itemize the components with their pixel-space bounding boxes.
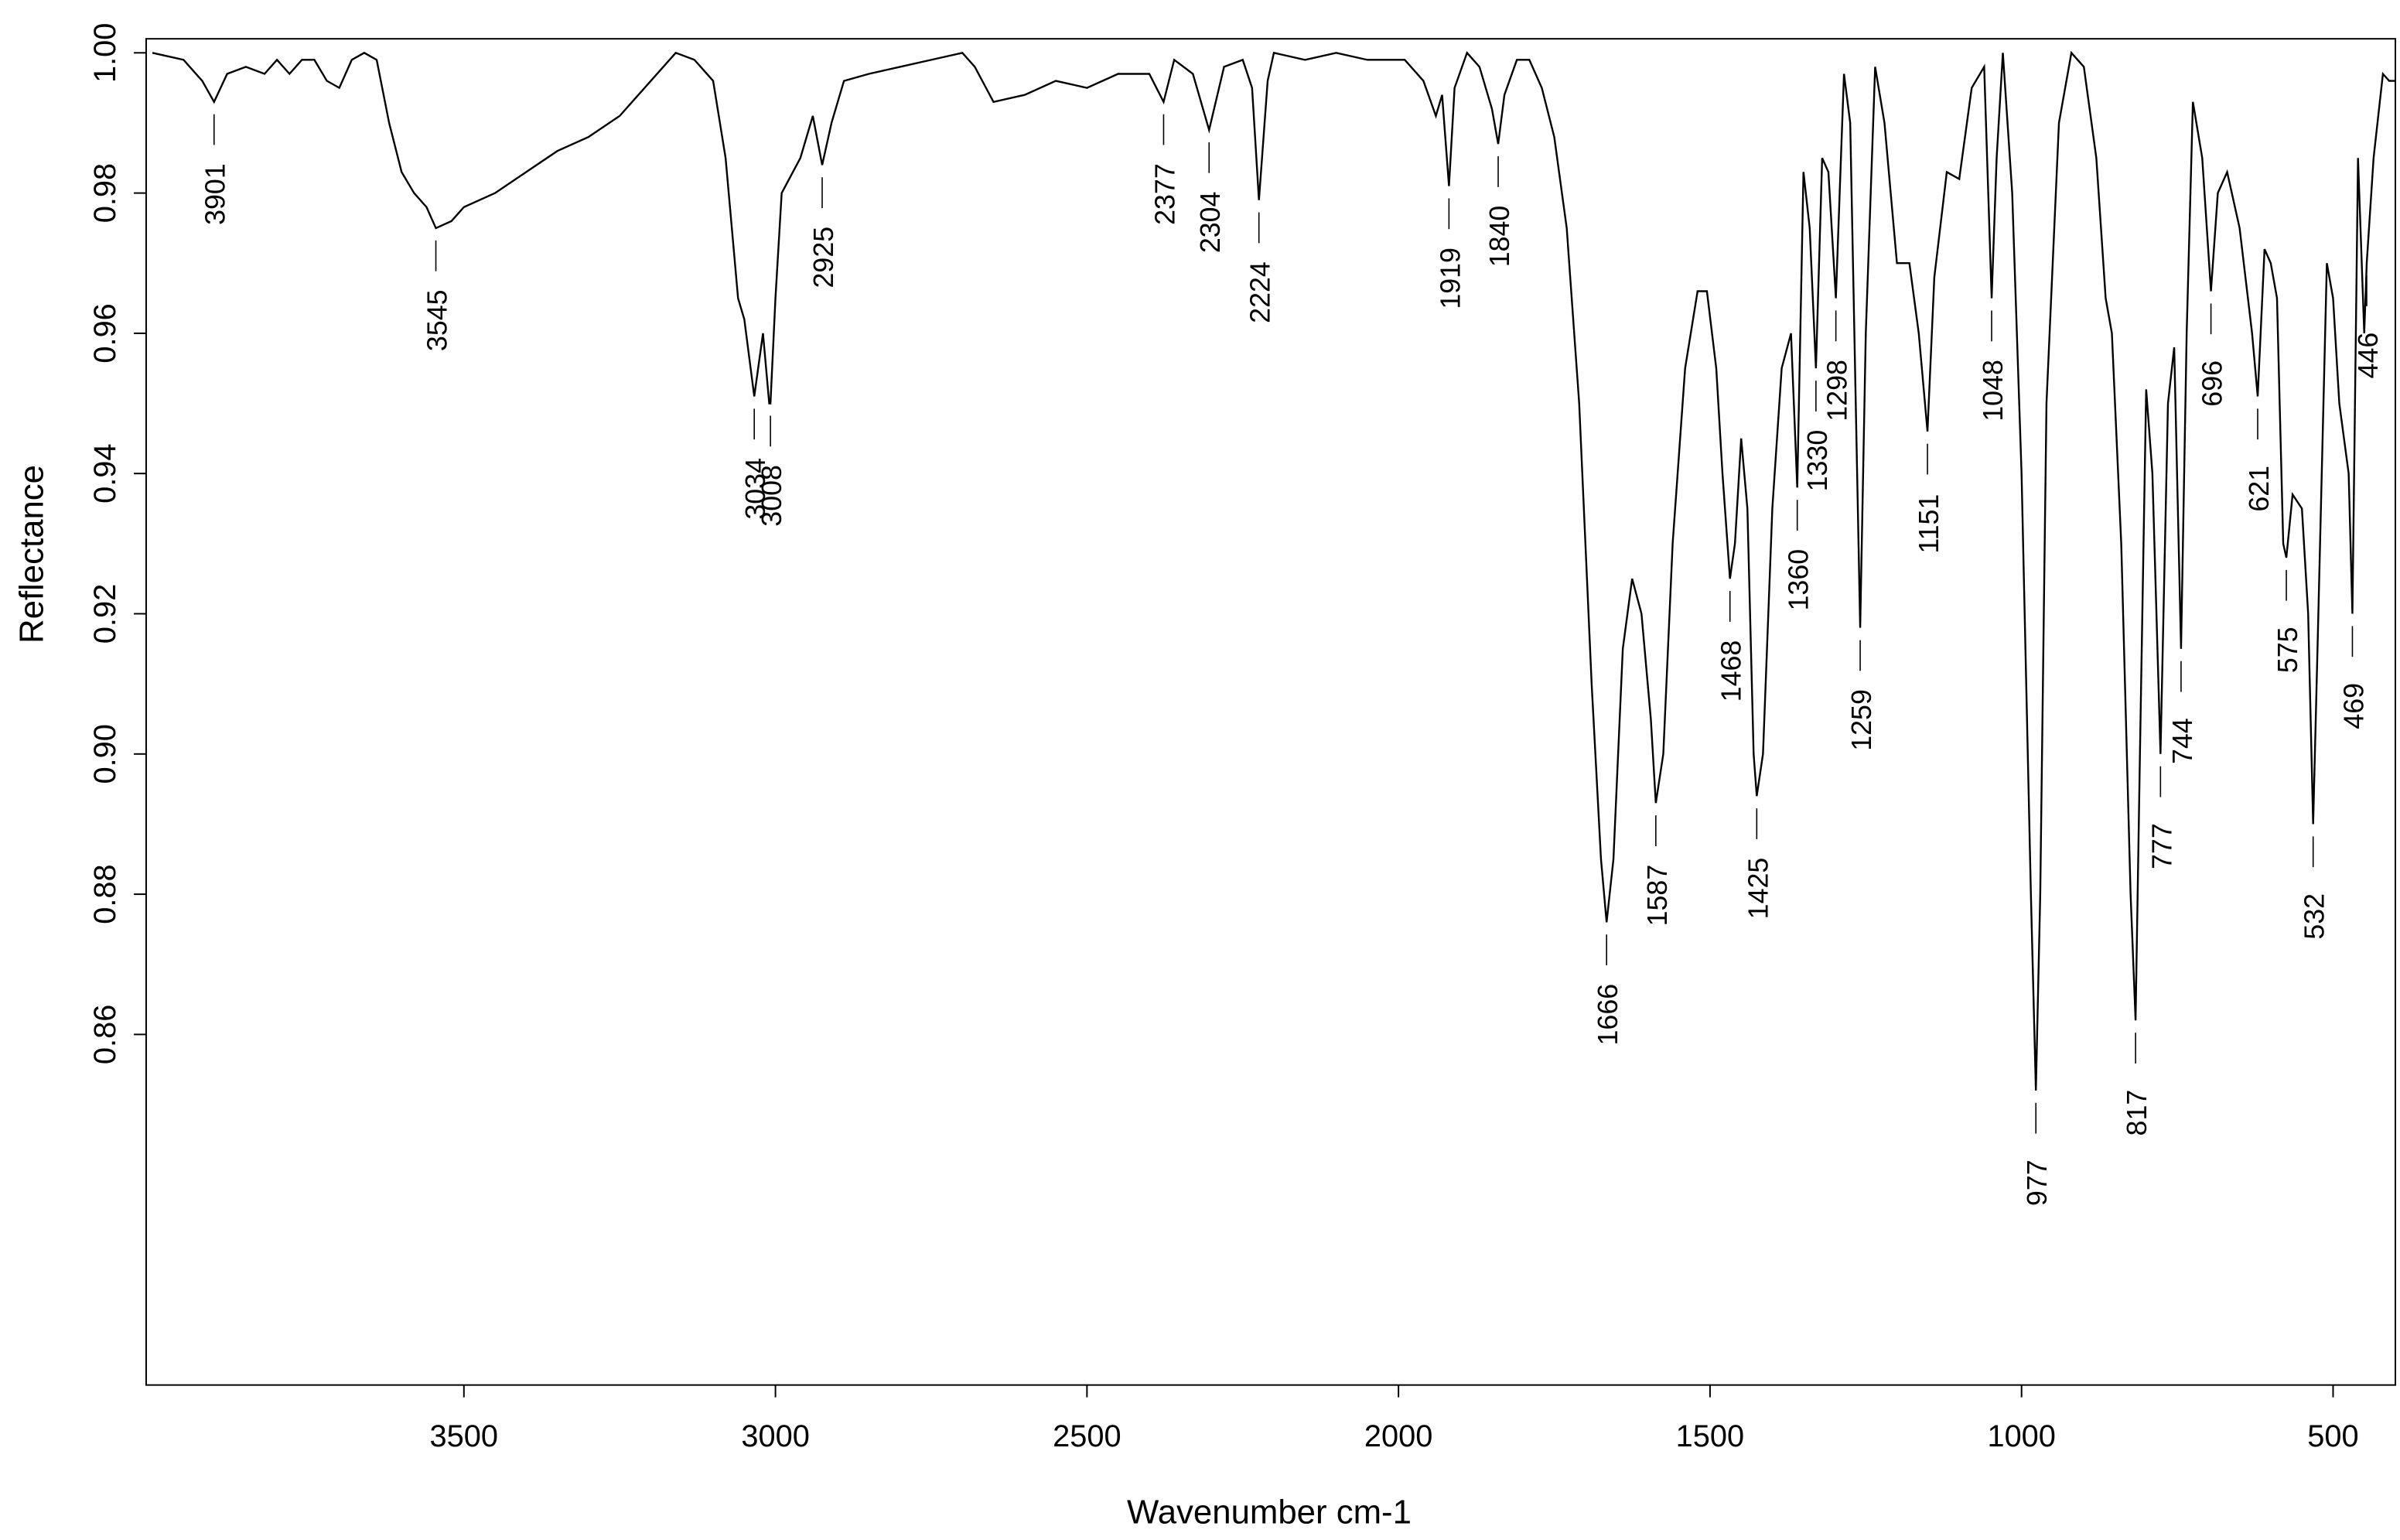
y-axis-title: Reflectance — [13, 465, 51, 644]
peak-label: 621 — [2244, 466, 2275, 512]
y-tick-label: 0.96 — [88, 303, 122, 363]
peak-label: 1360 — [1784, 549, 1815, 611]
spectrum-line — [152, 50, 2396, 1091]
x-tick-label: 3500 — [430, 1419, 498, 1453]
x-tick-label: 2000 — [1364, 1419, 1432, 1453]
peak-label: 2925 — [808, 227, 839, 289]
peak-label: 977 — [2022, 1159, 2053, 1206]
peak-label: 2377 — [1149, 163, 1180, 225]
x-tick-label: 1000 — [1987, 1419, 2055, 1453]
x-tick-label: 2500 — [1053, 1419, 1121, 1453]
y-tick-label: 0.86 — [88, 1005, 122, 1064]
peak-label: 575 — [2272, 627, 2303, 673]
peak-label: 1298 — [1822, 360, 1853, 422]
peak-label: 1468 — [1716, 640, 1747, 702]
peak-label: 817 — [2122, 1090, 2152, 1136]
peak-label: 3034 — [740, 458, 771, 520]
peak-label: 1840 — [1484, 206, 1515, 268]
peak-label: 744 — [2167, 718, 2198, 764]
peak-label: 3008 — [756, 465, 787, 527]
peak-label: 2304 — [1195, 192, 1226, 254]
y-tick-label: 0.92 — [88, 584, 122, 644]
x-tick-label: 1500 — [1676, 1419, 1744, 1453]
y-tick-label: 0.90 — [88, 724, 122, 784]
x-axis-title: Wavenumber cm-1 — [1127, 1494, 1412, 1531]
peak-label: 1425 — [1743, 858, 1774, 920]
peak-label: 1666 — [1593, 984, 1623, 1046]
peak-label: 3901 — [200, 163, 231, 225]
peak-label: 777 — [2146, 823, 2177, 869]
peak-label: 1259 — [1846, 689, 1877, 751]
plot-frame — [145, 38, 2397, 1386]
peak-label: 446 — [2353, 333, 2384, 379]
peak-label: 1048 — [1978, 360, 2009, 422]
peak-label: 3545 — [422, 289, 452, 351]
peak-label: 532 — [2299, 893, 2330, 940]
y-tick-label: 1.00 — [88, 23, 122, 83]
peak-label: 1587 — [1642, 865, 1673, 927]
peak-label: 469 — [2338, 683, 2369, 729]
y-tick-label: 0.98 — [88, 163, 122, 223]
y-tick-label: 0.94 — [88, 443, 122, 503]
x-tick-label: 500 — [2307, 1419, 2358, 1453]
peak-label: 2224 — [1245, 261, 1276, 323]
peak-label: 1151 — [1914, 494, 1944, 554]
peak-label: 1919 — [1435, 248, 1466, 309]
peak-label: 696 — [2197, 360, 2228, 407]
peak-label: 1330 — [1802, 430, 1833, 492]
y-tick-label: 0.88 — [88, 864, 122, 924]
x-tick-label: 3000 — [741, 1419, 809, 1453]
